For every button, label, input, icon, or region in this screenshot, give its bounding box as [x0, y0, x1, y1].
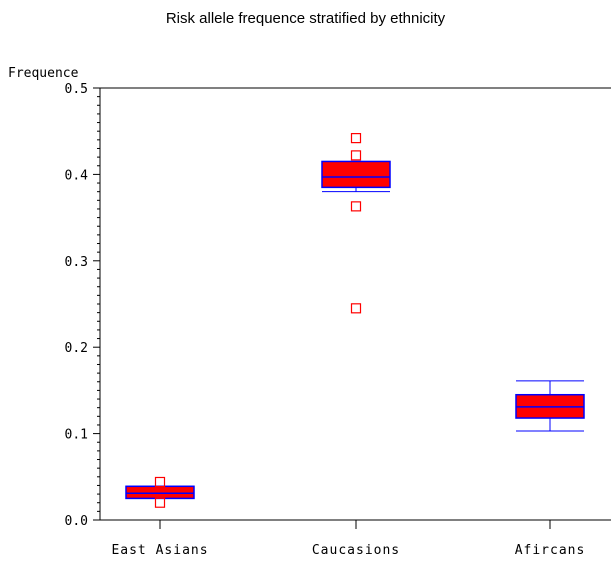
y-tick-label: 0.1: [65, 428, 88, 443]
y-tick-label: 0.5: [65, 82, 88, 97]
y-tick-label: 0.4: [65, 168, 89, 183]
box-group: [515, 380, 585, 432]
y-tick-label: 0.3: [65, 255, 88, 270]
x-tick-label: Afircans: [515, 543, 586, 558]
x-ticks: East Asians Caucasions Afircans: [111, 520, 586, 558]
outlier-marker: [350, 150, 362, 161]
box-iqr: [125, 485, 195, 500]
x-tick-label: Caucasions: [312, 543, 400, 558]
outlier-marker: [350, 133, 362, 144]
outlier-marker: [154, 476, 166, 488]
y-axis-label: Frequence: [8, 66, 79, 81]
y-tick-label: 0.2: [65, 341, 88, 356]
y-ticks: 0.0 0.1 0.2 0.3 0.4 0.5: [65, 82, 100, 529]
outlier-marker: [350, 303, 362, 314]
boxes: [125, 133, 585, 508]
box-group: [321, 133, 391, 314]
box-group: [125, 476, 195, 508]
outlier-marker: [350, 201, 362, 212]
box-iqr: [321, 160, 391, 189]
outlier-marker: [154, 497, 166, 508]
chart-title: Risk allele frequence stratified by ethn…: [165, 10, 446, 27]
x-tick-label: East Asians: [111, 543, 208, 558]
y-tick-label: 0.0: [65, 514, 88, 529]
